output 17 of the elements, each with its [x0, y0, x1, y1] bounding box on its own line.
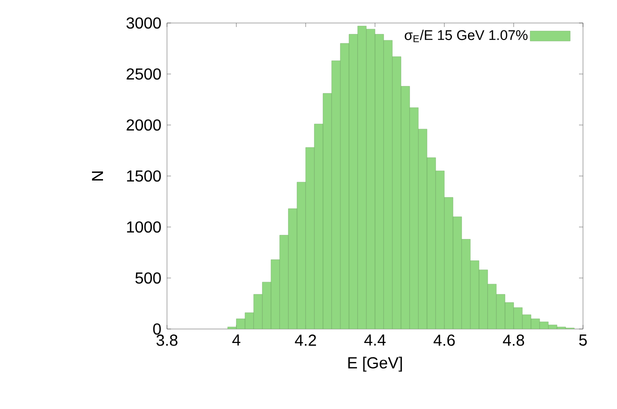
x-tick-label: 5: [579, 334, 587, 346]
x-tick-label: 4.6: [434, 334, 455, 346]
x-tick-label: 4: [232, 334, 240, 346]
x-axis-title: E [GeV]: [348, 356, 402, 372]
x-tick-label: 4.8: [502, 334, 524, 346]
legend-label: σ$_{E}$/E 15 GeV 1.07%: [404, 30, 528, 42]
x-tick-label: 3.8: [156, 334, 178, 346]
y-tick-label: 3000: [126, 17, 161, 29]
y-tick-label: 1500: [127, 170, 161, 182]
y-axis-title: N: [92, 172, 104, 180]
y-tick-label: 2500: [126, 68, 161, 80]
y-tick-label: 2000: [126, 119, 161, 131]
y-tick-label: 0: [153, 323, 161, 335]
y-tick-label: 500: [135, 272, 161, 284]
x-tick-label: 4.4: [364, 334, 386, 346]
x-tick-label: 4.2: [294, 334, 316, 346]
y-tick-label: 1000: [127, 221, 161, 233]
